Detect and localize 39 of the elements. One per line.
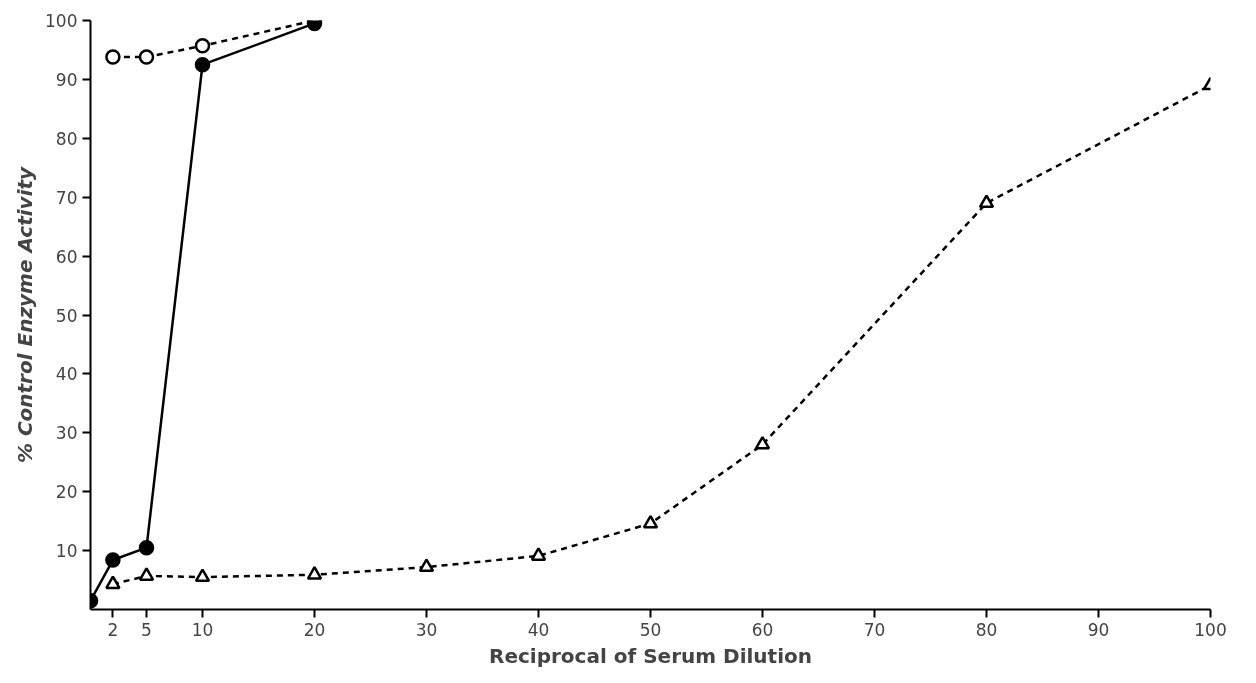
y-tick-label: 80 <box>55 128 78 149</box>
point <box>978 194 995 209</box>
y-tick-label: 10 <box>55 541 78 562</box>
x-tick-label: 60 <box>751 619 774 640</box>
point <box>105 575 121 590</box>
x-tick-label: 50 <box>639 619 662 640</box>
x-tick-label: 30 <box>415 619 438 640</box>
x-tick-label: 100 <box>1194 619 1227 640</box>
y-tick-label: 40 <box>55 364 78 385</box>
point <box>642 514 659 529</box>
point <box>105 552 121 568</box>
point <box>306 565 323 580</box>
x-tick-label: 2 <box>107 619 119 640</box>
y-axis-title: % Control Enzyme Activity <box>13 165 38 464</box>
point <box>530 547 547 561</box>
point <box>418 558 435 573</box>
y-tick-label: 50 <box>55 305 78 326</box>
y-tick-label: 100 <box>45 11 78 31</box>
point <box>105 49 121 65</box>
x-tick-label: 70 <box>863 619 886 640</box>
point <box>754 435 771 450</box>
y-tick-label: 30 <box>55 423 78 444</box>
y-tick-label: 20 <box>55 482 78 503</box>
y-tick-label: 70 <box>55 187 78 208</box>
point <box>138 567 155 581</box>
point <box>138 49 155 65</box>
x-tick-label: 10 <box>191 619 214 640</box>
x-tick-label: 90 <box>1087 619 1110 640</box>
x-tick-label: 80 <box>975 619 998 640</box>
point <box>138 539 155 556</box>
y-tick-label: 90 <box>55 69 78 90</box>
point <box>194 568 211 583</box>
x-tick-label: 5 <box>141 619 152 640</box>
x-axis-title: Reciprocal of Serum Dilution <box>489 643 813 668</box>
x-tick-label: 40 <box>527 619 550 640</box>
point <box>194 38 211 54</box>
y-tick-label: 60 <box>55 246 78 267</box>
point <box>194 56 211 73</box>
x-tick-label: 20 <box>303 619 326 640</box>
